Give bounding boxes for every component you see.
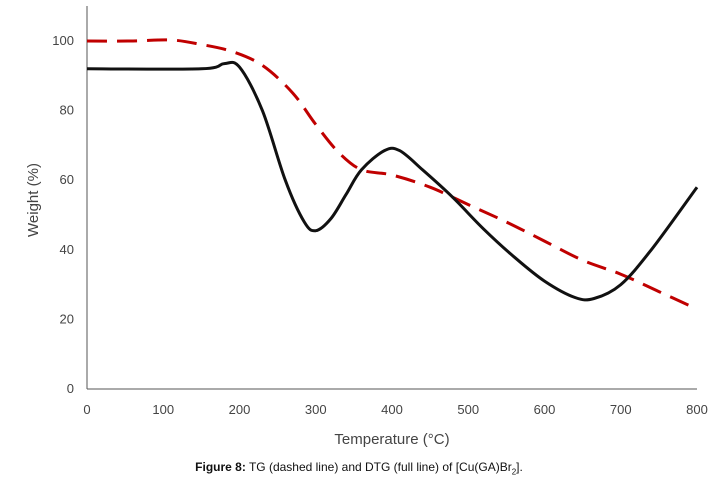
- y-tick-label: 100: [52, 33, 74, 48]
- x-tick-label: 800: [686, 402, 708, 417]
- x-tick-label: 500: [457, 402, 479, 417]
- x-tick-labels: 0 100 200 300 400 500 600 700 800: [83, 402, 707, 417]
- caption-subscript: 2: [511, 467, 517, 477]
- x-tick-label: 0: [83, 402, 90, 417]
- figure-caption: Figure 8: TG (dashed line) and DTG (full…: [0, 460, 718, 476]
- caption-text: TG (dashed line) and DTG (full line) of …: [245, 460, 512, 474]
- y-tick-label: 40: [60, 242, 74, 257]
- y-axis-label: Weight (%): [25, 163, 42, 237]
- dtg-series-line: [86, 60, 699, 302]
- x-tick-label: 700: [610, 402, 632, 417]
- y-tick-labels: 0 20 40 60 80 100: [52, 33, 74, 396]
- x-tick-label: 100: [152, 402, 174, 417]
- tg-series-line: [86, 38, 698, 311]
- x-tick-label: 400: [381, 402, 403, 417]
- y-tick-label: 60: [60, 172, 74, 187]
- x-tick-label: 200: [229, 402, 251, 417]
- x-tick-label: 600: [534, 402, 556, 417]
- y-tick-label: 20: [60, 311, 74, 326]
- x-axis-label: Temperature (°C): [334, 431, 449, 448]
- thermogram-chart: 0 100 200 300 400 500 600 700 800 0 20 40 60 80 100 T…: [25, 6, 708, 448]
- figure-label: Figure 8:: [195, 460, 246, 474]
- axes: [86, 6, 697, 390]
- y-tick-label: 0: [67, 381, 74, 396]
- series-layer: [86, 38, 699, 311]
- y-tick-label: 80: [60, 103, 74, 118]
- x-tick-label: 300: [305, 402, 327, 417]
- caption-text-end: ].: [516, 460, 523, 474]
